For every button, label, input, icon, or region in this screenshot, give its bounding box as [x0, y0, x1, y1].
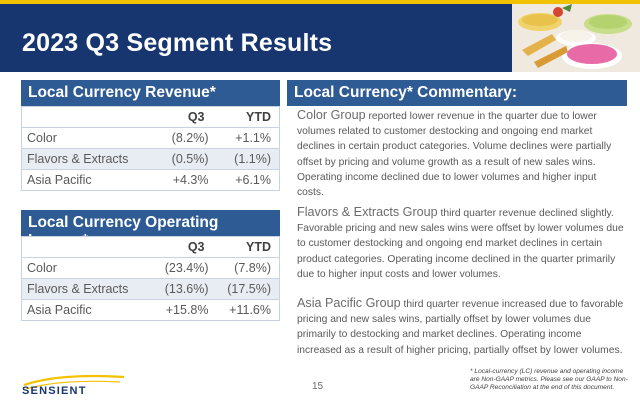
ytd-value: (17.5%)	[218, 278, 280, 300]
segment-label: Color	[21, 257, 154, 279]
food-bowls-photo	[512, 4, 640, 72]
commentary-text: reported lower revenue in the quarter du…	[297, 111, 612, 199]
ytd-column-header: YTD	[218, 236, 280, 258]
table-row: Color (8.2%) +1.1%	[21, 127, 280, 149]
table-row: Asia Pacific +15.8% +11.6%	[21, 299, 280, 321]
segment-label: Flavors & Extracts	[21, 148, 154, 170]
table-row: Flavors & Extracts (0.5%) (1.1%)	[21, 148, 280, 170]
commentary-lead: Asia Pacific Group	[297, 296, 401, 310]
q3-value: +4.3%	[153, 169, 219, 191]
color-group-commentary: Color Group reported lower revenue in th…	[297, 108, 625, 200]
ytd-value: +11.6%	[218, 299, 280, 321]
commentary-title: Local Currency* Commentary:	[287, 80, 627, 106]
company-logo-text: SENSIENT	[22, 385, 87, 397]
q3-value: (8.2%)	[153, 127, 219, 149]
income-table: Q3 YTD Color (23.4%) (7.8%) Flavors & Ex…	[21, 236, 280, 321]
table-row: Asia Pacific +4.3% +6.1%	[21, 169, 280, 191]
footnote: * Local-currency (LC) revenue and operat…	[470, 368, 628, 392]
revenue-table-title: Local Currency Revenue*	[21, 80, 280, 106]
revenue-table: Q3 YTD Color (8.2%) +1.1% Flavors & Extr…	[21, 106, 280, 191]
commentary-text: third quarter revenue declined slightly.…	[297, 208, 624, 280]
ytd-value: +1.1%	[218, 127, 280, 149]
table-row: Color (23.4%) (7.8%)	[21, 257, 280, 279]
sensient-logo-icon	[23, 374, 125, 390]
ytd-value: (7.8%)	[218, 257, 280, 279]
row-label-header	[21, 106, 154, 128]
segment-label: Asia Pacific	[21, 169, 154, 191]
flavors-group-commentary: Flavors & Extracts Group third quarter r…	[297, 205, 625, 282]
table-header-row: Q3 YTD	[21, 236, 280, 258]
segment-label: Color	[21, 127, 154, 149]
table-header-row: Q3 YTD	[21, 106, 280, 128]
page-title: 2023 Q3 Segment Results	[22, 29, 333, 57]
asia-pacific-commentary: Asia Pacific Group third quarter revenue…	[297, 296, 625, 358]
segment-label: Flavors & Extracts	[21, 278, 154, 300]
table-row: Flavors & Extracts (13.6%) (17.5%)	[21, 278, 280, 300]
q3-value: (23.4%)	[153, 257, 219, 279]
income-table-title: Local Currency Operating Income*	[21, 210, 280, 249]
q3-value: +15.8%	[153, 299, 219, 321]
q3-column-header: Q3	[153, 236, 219, 258]
q3-value: (0.5%)	[153, 148, 219, 170]
page-number: 15	[312, 381, 324, 392]
ytd-column-header: YTD	[218, 106, 280, 128]
ytd-value: +6.1%	[218, 169, 280, 191]
segment-label: Asia Pacific	[21, 299, 154, 321]
row-label-header	[21, 236, 154, 258]
commentary-lead: Flavors & Extracts Group	[297, 205, 438, 219]
commentary-text: third quarter revenue increased due to f…	[297, 299, 624, 356]
commentary-lead: Color Group	[297, 108, 366, 122]
q3-column-header: Q3	[153, 106, 219, 128]
ytd-value: (1.1%)	[218, 148, 280, 170]
gold-accent-bar	[0, 0, 640, 4]
q3-value: (13.6%)	[153, 278, 219, 300]
